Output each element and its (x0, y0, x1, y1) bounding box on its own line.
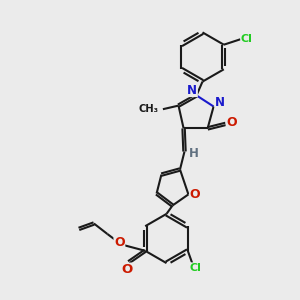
Text: O: O (190, 188, 200, 201)
Text: O: O (114, 236, 125, 249)
Text: O: O (122, 263, 133, 276)
Text: N: N (187, 83, 197, 97)
Text: CH₃: CH₃ (138, 104, 158, 114)
Text: O: O (226, 116, 237, 129)
Text: H: H (189, 147, 198, 161)
Text: Cl: Cl (190, 263, 202, 273)
Text: N: N (215, 96, 225, 110)
Text: Cl: Cl (241, 34, 253, 44)
